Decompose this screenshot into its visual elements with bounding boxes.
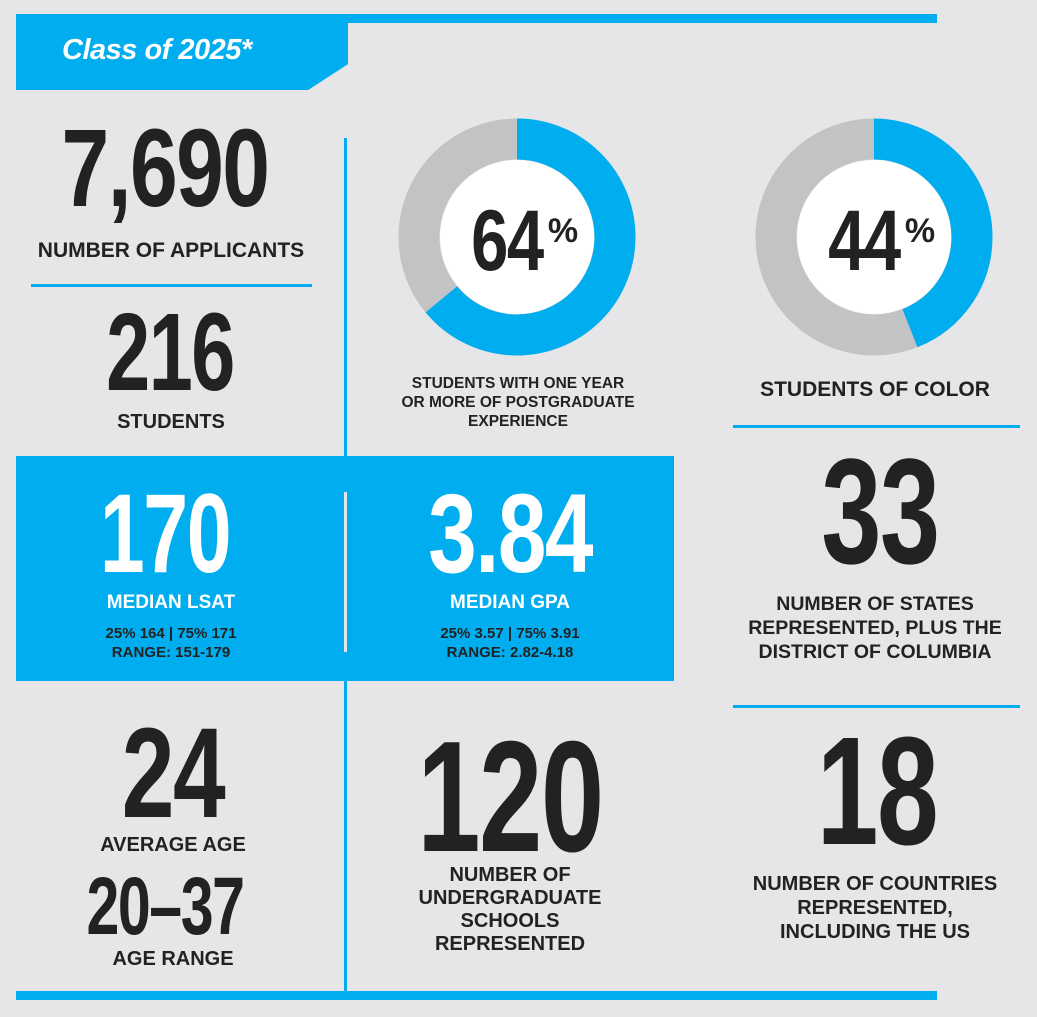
gpa-number: 3.84 (428, 471, 593, 596)
color-ring-chart: 44 % (755, 118, 993, 356)
title-tab (16, 22, 348, 90)
countries-number: 18 (816, 705, 939, 877)
gpa-percentiles: 25% 3.57 | 75% 3.91 (440, 625, 580, 642)
postgrad-percent-sign: % (548, 212, 578, 250)
students-label: STUDENTS (117, 411, 225, 433)
age-label: AVERAGE AGE (100, 834, 246, 856)
gpa-label: MEDIAN GPA (450, 592, 570, 613)
states-label-line1: NUMBER OF STATES (776, 593, 974, 615)
applicants-label: NUMBER OF APPLICANTS (37, 239, 305, 262)
undergrad-label-line3: SCHOOLS (460, 910, 560, 932)
countries-label-line2: REPRESENTED, (797, 897, 953, 919)
color-label: STUDENTS OF COLOR (760, 378, 990, 401)
undergrad-label-line1: NUMBER OF (449, 864, 571, 886)
color-ring-fill (755, 118, 993, 356)
lsat-label: MEDIAN LSAT (106, 592, 236, 613)
postgrad-ring-fill (398, 118, 636, 356)
top-rule (16, 14, 937, 23)
scores-panel-divider (344, 492, 347, 652)
undergrad-label: NUMBER OF UNDERGRADUATE SCHOOLS REPRESEN… (362, 864, 658, 956)
age-range-label: AGE RANGE (112, 948, 234, 970)
postgrad-ring-center (440, 160, 594, 314)
states-label-line3: DISTRICT OF COLUMBIA (758, 641, 992, 663)
divider-states (733, 705, 1020, 708)
countries-label-line1: NUMBER OF COUNTRIES (752, 873, 998, 895)
color-ring-center (797, 160, 951, 314)
lsat-range: RANGE: 151-179 (111, 644, 231, 661)
lsat-percentiles: 25% 164 | 75% 171 (105, 625, 237, 642)
postgrad-label: STUDENTS WITH ONE YEAR OR MORE OF POSTGR… (370, 374, 666, 431)
postgrad-percent: 64 (471, 193, 544, 289)
page-title: Class of 2025* (62, 34, 252, 66)
applicants-number: 7,690 (61, 107, 270, 230)
states-number: 33 (821, 427, 940, 595)
undergrad-label-line4: REPRESENTED (434, 933, 586, 955)
color-percent: 44 (828, 193, 901, 289)
countries-label-line3: INCLUDING THE US (780, 921, 970, 943)
postgrad-ring-chart: 64 % (398, 118, 636, 356)
countries-label: NUMBER OF COUNTRIES REPRESENTED, INCLUDI… (725, 872, 1025, 944)
states-label-line2: REPRESENTED, PLUS THE (748, 617, 1002, 639)
color-percent-sign: % (905, 212, 935, 250)
postgrad-label-line1: STUDENTS WITH ONE YEAR (411, 375, 625, 392)
divider-color (733, 425, 1020, 428)
bottom-rule (16, 991, 937, 1000)
students-number: 216 (106, 291, 235, 414)
age-range-number: 20–37 (86, 861, 245, 952)
postgrad-label-line3: EXPERIENCE (468, 413, 568, 430)
postgrad-label-line2: OR MORE OF POSTGRADUATE (401, 394, 635, 411)
states-label: NUMBER OF STATES REPRESENTED, PLUS THE D… (725, 592, 1025, 664)
divider-applicants (31, 284, 312, 287)
undergrad-number: 120 (417, 709, 604, 885)
gpa-range: RANGE: 2.82-4.18 (446, 644, 574, 661)
lsat-number: 170 (99, 471, 232, 596)
age-number: 24 (121, 702, 226, 845)
undergrad-label-line2: UNDERGRADUATE (418, 887, 602, 909)
